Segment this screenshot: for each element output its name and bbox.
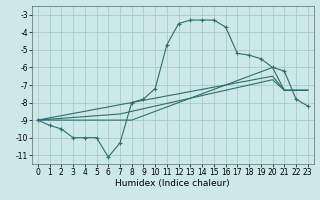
X-axis label: Humidex (Indice chaleur): Humidex (Indice chaleur)	[116, 179, 230, 188]
